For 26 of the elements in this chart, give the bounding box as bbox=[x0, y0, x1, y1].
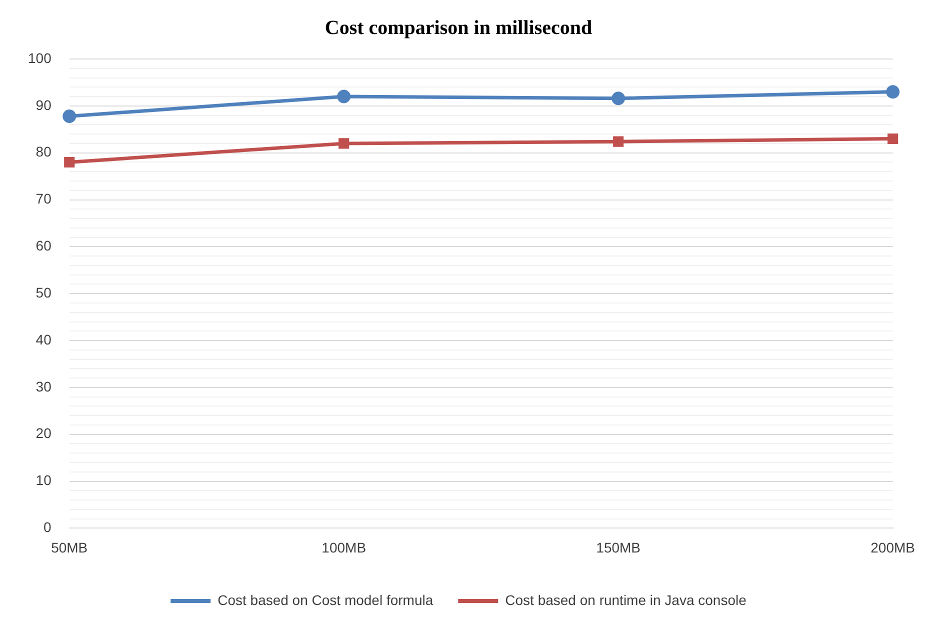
point bbox=[64, 156, 75, 168]
y-tick-label: 100 bbox=[28, 50, 52, 66]
x-tick-label: 50MB bbox=[51, 539, 88, 556]
point bbox=[62, 109, 76, 123]
legend-label: Cost based on Cost model formula bbox=[218, 592, 434, 608]
point bbox=[337, 90, 351, 104]
point bbox=[612, 92, 626, 106]
x-tick-label: 100MB bbox=[322, 539, 366, 556]
y-tick-label: 90 bbox=[36, 96, 52, 113]
y-tick-label: 30 bbox=[36, 378, 52, 394]
y-tick-label: 0 bbox=[44, 519, 52, 536]
y-tick-label: 50 bbox=[36, 284, 52, 300]
x-tick-label: 200MB bbox=[870, 539, 915, 556]
y-tick-label: 80 bbox=[36, 144, 52, 160]
x-tick-label: 150MB bbox=[596, 539, 641, 556]
chart-title: Cost comparison in millisecond bbox=[324, 17, 592, 40]
point bbox=[886, 85, 900, 99]
y-tick-label: 40 bbox=[36, 331, 52, 348]
point bbox=[613, 136, 624, 147]
y-tick-label: 20 bbox=[36, 425, 52, 442]
y-tick-label: 60 bbox=[36, 238, 52, 254]
point bbox=[888, 133, 898, 144]
point bbox=[338, 138, 350, 149]
y-tick-label: 10 bbox=[36, 472, 52, 488]
legend-label: Cost based on runtime in Java console bbox=[505, 592, 747, 608]
y-tick-label: 70 bbox=[36, 190, 52, 207]
